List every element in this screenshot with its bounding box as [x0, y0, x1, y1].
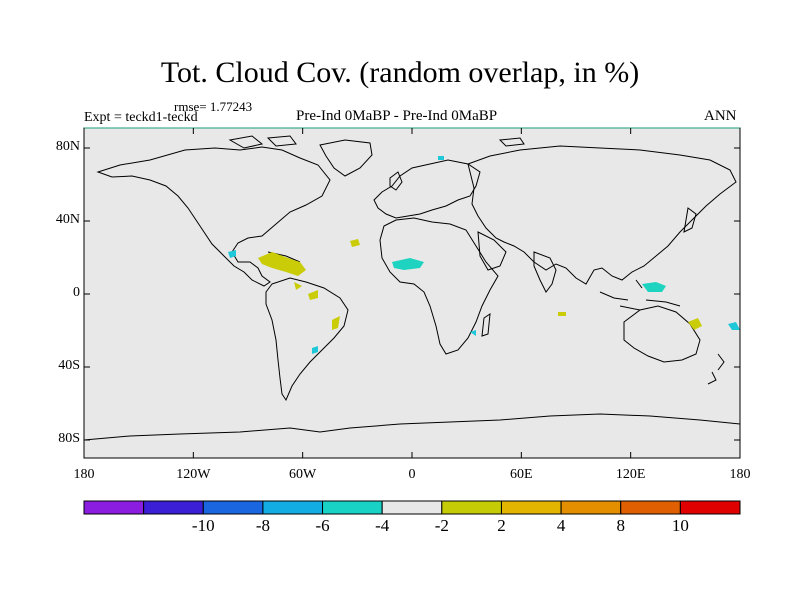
y-tick-label: 80N — [55, 139, 80, 154]
colorbar-label: 8 — [616, 516, 625, 535]
colorbar-label: 2 — [497, 516, 506, 535]
anomaly-arctic-negative — [438, 156, 444, 160]
y-tick-label: 80S — [58, 431, 80, 446]
x-tick-label: 60E — [510, 467, 533, 482]
x-tick-label: 180 — [729, 467, 751, 482]
map-background — [84, 128, 740, 458]
colorbar-swatch-6 — [441, 500, 502, 515]
colorbar-label: -4 — [375, 516, 390, 535]
colorbar-swatch-3 — [262, 500, 324, 515]
rmse-label: rmse= 1.77243 — [174, 99, 253, 114]
colorbar-label: 10 — [671, 516, 689, 535]
y-tick-label: 40N — [55, 212, 80, 227]
coast-britain — [389, 171, 403, 191]
colorbar — [83, 500, 741, 515]
x-tick-label: 0 — [408, 467, 416, 482]
colorbar-swatch-10 — [679, 500, 741, 515]
anomaly-indian-positive — [558, 312, 566, 316]
coast-south-america — [265, 277, 349, 402]
x-tick-label: 120W — [176, 467, 211, 482]
coast-india — [533, 251, 557, 293]
anomaly-guiana-positive — [294, 282, 302, 290]
y-tick-label: 40S — [58, 358, 80, 373]
colorbar-swatch-2 — [202, 500, 264, 515]
colorbar-label: -10 — [191, 516, 215, 535]
season-label: ANN — [704, 108, 737, 124]
map-title: Tot. Cloud Cov. (random overlap, in %) — [160, 56, 640, 89]
x-tick-label: 60W — [289, 467, 317, 482]
colorbar-swatch-5 — [381, 500, 443, 515]
anomaly-southbrazil-negative — [312, 346, 318, 354]
coast-arabia — [477, 231, 507, 271]
coast-asia — [467, 145, 737, 285]
coastlines — [83, 135, 741, 441]
colorbar-label: -6 — [315, 516, 330, 535]
axis-ticks — [83, 128, 741, 458]
anomaly-amazon-positive — [308, 290, 318, 300]
anomaly-atlantic-positive — [350, 239, 360, 247]
x-tick-label: 180 — [73, 467, 95, 482]
anomaly-brazil-positive — [332, 316, 340, 330]
difference-label: Pre-Ind 0MaBP - Pre-Ind 0MaBP — [296, 108, 498, 124]
coast-africa — [379, 217, 499, 355]
anomaly-southpacific-negative — [728, 322, 740, 330]
anomaly-patches — [228, 156, 740, 354]
anomaly-mozambique-negative — [470, 330, 476, 336]
colorbar-swatch-8 — [560, 500, 622, 515]
experiment-label: Expt = teckd1-teckd — [84, 110, 198, 125]
colorbar-swatch-9 — [620, 500, 681, 515]
colorbar-swatch-1 — [143, 500, 204, 515]
anomaly-caribbean-positive — [258, 252, 306, 276]
coast-australia — [623, 305, 701, 363]
anomaly-sahara-negative — [392, 258, 424, 270]
coast-arctic-islands — [228, 135, 525, 149]
anomaly-pacific-negative — [642, 282, 666, 292]
coast-new-zealand — [707, 353, 725, 385]
coast-greenland — [319, 139, 373, 177]
colorbar-label: 4 — [556, 516, 566, 535]
coast-antarctica — [83, 413, 741, 441]
anomaly-mexico-negative — [228, 250, 236, 258]
coast-europe — [373, 159, 481, 219]
colorbar-label: -2 — [434, 516, 449, 535]
coast-north-america — [96, 146, 331, 287]
colorbar-swatch-4 — [322, 500, 383, 515]
colorbar-label: -8 — [255, 516, 270, 535]
colorbar-swatch-0 — [83, 500, 145, 515]
coast-madagascar — [481, 312, 491, 337]
anomaly-coralsea-positive — [688, 318, 702, 330]
coast-japan — [683, 207, 697, 233]
colorbar-swatch-7 — [500, 500, 562, 515]
coast-indonesia — [599, 279, 681, 311]
y-tick-label: 0 — [73, 285, 80, 300]
x-tick-label: 120E — [615, 467, 646, 482]
